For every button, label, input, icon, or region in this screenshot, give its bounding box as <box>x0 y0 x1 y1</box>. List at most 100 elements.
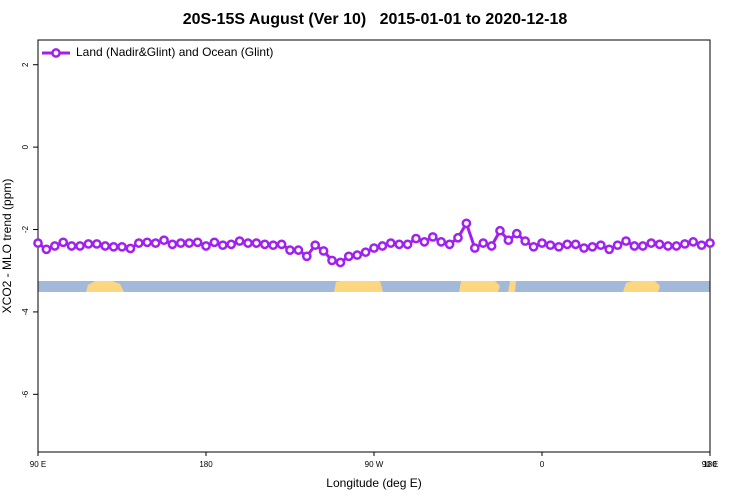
data-point <box>201 241 211 251</box>
data-point <box>511 228 522 239</box>
data-point <box>663 241 673 251</box>
data-point <box>108 241 119 252</box>
data-point <box>612 240 623 251</box>
data-point <box>570 239 581 250</box>
x-tick-label: 180 <box>703 460 717 469</box>
data-point <box>66 241 77 251</box>
data-point <box>705 238 715 248</box>
data-point <box>268 240 279 251</box>
x-tick-label: 180 <box>199 460 213 469</box>
data-point <box>537 238 547 248</box>
y-tick-label: -2 <box>21 225 30 233</box>
data-point <box>469 243 480 253</box>
data-point <box>385 238 396 248</box>
data-point <box>217 240 228 251</box>
x-tick-label: 90 E <box>30 460 46 469</box>
data-point <box>327 255 337 266</box>
data-point <box>637 241 648 251</box>
data-point <box>175 238 186 248</box>
land-strip <box>508 281 516 292</box>
data-point <box>369 243 379 253</box>
data-point <box>100 241 111 251</box>
data-point <box>427 232 438 242</box>
land-strip <box>86 281 124 292</box>
data-point <box>167 239 178 250</box>
data-point <box>184 238 195 248</box>
y-axis-label: XCO2 - MLO trend (ppm) <box>0 179 14 314</box>
data-point <box>49 241 60 251</box>
legend-marker <box>51 48 61 58</box>
data-point <box>159 235 169 246</box>
data-point <box>394 239 405 250</box>
data-point <box>444 239 455 250</box>
data-point <box>486 241 497 251</box>
data-point <box>192 237 203 248</box>
data-point <box>142 237 153 248</box>
surface-strip <box>38 281 710 292</box>
land-strip <box>623 281 660 292</box>
data-point <box>604 244 615 255</box>
data-point <box>125 243 136 254</box>
data-point <box>587 241 598 252</box>
x-tick-label: 90 W <box>365 460 384 469</box>
data-point <box>293 245 304 255</box>
data-point <box>285 245 295 255</box>
data-point <box>402 239 413 250</box>
legend-label: Land (Nadir&Glint) and Ocean (Glint) <box>76 45 273 59</box>
legend: Land (Nadir&Glint) and Ocean (Glint) <box>42 45 273 59</box>
data-point <box>150 238 161 248</box>
x-tick-label: 0 <box>540 460 545 469</box>
data-point <box>226 239 237 250</box>
data-point <box>209 237 220 248</box>
y-tick-label: -6 <box>21 390 30 398</box>
data-point <box>301 251 312 262</box>
data-point <box>478 238 489 248</box>
data-point <box>343 251 354 262</box>
data-point <box>419 237 430 247</box>
data-point <box>276 239 287 250</box>
data-point <box>251 238 262 248</box>
data-point <box>243 238 253 248</box>
data-point <box>461 218 472 229</box>
data-point <box>41 244 52 255</box>
data-point <box>411 233 421 244</box>
data-point <box>553 241 564 252</box>
data-point <box>318 246 329 256</box>
data-point <box>310 240 321 251</box>
data-point <box>117 241 127 252</box>
data-point <box>91 239 102 249</box>
data-point <box>75 241 85 251</box>
data-point <box>436 237 447 247</box>
y-tick-label: 0 <box>21 144 30 149</box>
data-point <box>58 237 69 248</box>
data-point <box>335 257 346 268</box>
data-point <box>453 232 463 243</box>
data-point <box>495 225 505 236</box>
land-strip <box>334 281 383 292</box>
data-point <box>562 239 573 250</box>
data-point <box>671 241 682 251</box>
data-point <box>545 240 556 251</box>
data-point <box>579 243 589 253</box>
x-tick-label: 90 E <box>702 460 718 469</box>
land-strip <box>459 281 500 292</box>
data-point <box>133 238 144 248</box>
y-tick-label: -4 <box>21 308 30 316</box>
data-point <box>629 241 640 251</box>
chart-title: 20S-15S August (Ver 10) 2015-01-01 to 20… <box>183 11 568 28</box>
data-point <box>696 240 707 251</box>
data-point <box>33 238 43 248</box>
data-point <box>360 247 371 258</box>
data-point <box>377 241 388 251</box>
data-point <box>654 239 665 250</box>
data-point <box>528 241 539 252</box>
data-point <box>352 250 363 260</box>
data-point <box>503 235 514 246</box>
data-point <box>621 236 631 246</box>
data-point <box>520 236 531 246</box>
data-point <box>688 237 699 247</box>
x-axis-label: Longitude (deg E) <box>326 476 421 490</box>
data-point <box>679 239 690 249</box>
